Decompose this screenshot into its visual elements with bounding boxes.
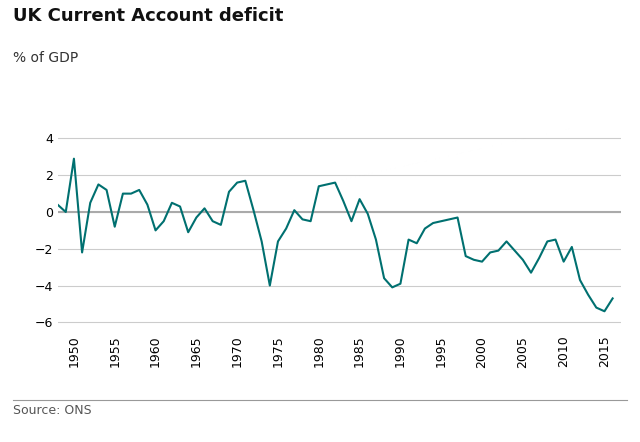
Text: Source: ONS: Source: ONS — [13, 404, 92, 417]
Text: UK Current Account deficit: UK Current Account deficit — [13, 7, 283, 25]
Text: % of GDP: % of GDP — [13, 51, 78, 65]
